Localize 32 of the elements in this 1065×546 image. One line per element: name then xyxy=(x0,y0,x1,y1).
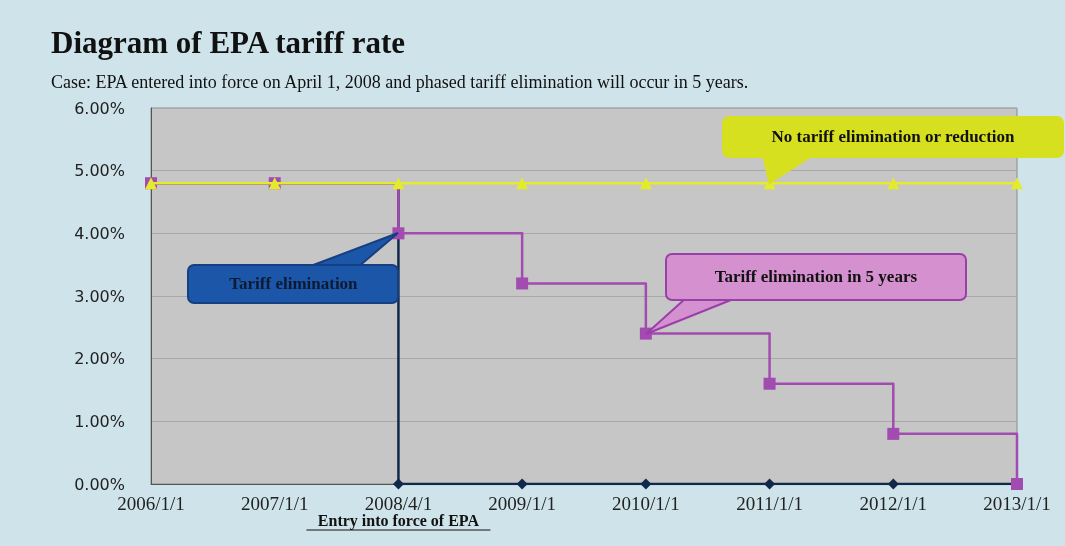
x-tick-label: 2008/4/1 xyxy=(364,493,433,514)
text: Entry into force of EPA xyxy=(317,511,480,530)
annotation: Tariff elimination xyxy=(188,265,399,304)
x-tick-label: 2007/1/1 xyxy=(240,493,309,514)
point xyxy=(887,427,900,440)
annotation: No tariff elimination or reduction xyxy=(723,117,1063,158)
point xyxy=(516,177,529,190)
point xyxy=(516,277,529,290)
point xyxy=(640,478,652,490)
y-tick-label: 0.00% xyxy=(74,474,125,494)
x-tick-label: 2013/1/1 xyxy=(983,493,1051,514)
y-tick-label: 2.00% xyxy=(74,349,125,369)
point xyxy=(887,177,900,190)
chart-title: Diagram of EPA tariff rate xyxy=(51,25,406,60)
point xyxy=(516,478,528,490)
point xyxy=(392,177,405,190)
annotation: Tariff elimination in 5 years xyxy=(665,253,966,300)
y-tick-label: 6.00% xyxy=(74,98,125,118)
y-tick-label: 1.00% xyxy=(74,411,125,431)
x-tick-label: 2009/1/1 xyxy=(488,493,556,514)
y-tick-label: 3.00% xyxy=(74,286,125,306)
point xyxy=(763,377,776,390)
point xyxy=(392,478,404,490)
chart-subtitle: Case: EPA entered into force on April 1, 2008 and phased tariff elimination will occur in 5 years. xyxy=(51,72,749,92)
x-tick-label: 2010/1/1 xyxy=(612,493,680,514)
point xyxy=(639,177,652,190)
y-tick-label: 5.00% xyxy=(74,161,125,181)
x-tick-label: 2011/1/1 xyxy=(736,493,803,514)
point xyxy=(1011,177,1023,190)
x-tick-label: 2006/1/1 xyxy=(117,493,185,514)
x-tick-label: 2012/1/1 xyxy=(859,493,928,514)
y-tick-label: 4.00% xyxy=(74,223,125,243)
